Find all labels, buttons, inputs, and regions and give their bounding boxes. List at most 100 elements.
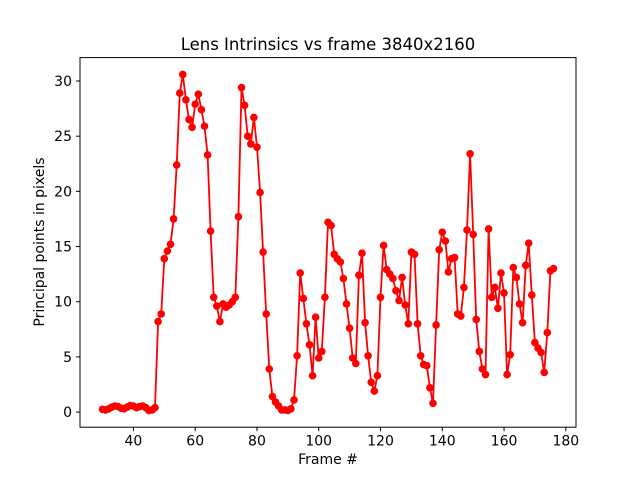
data-point-marker [503,370,511,379]
data-point-marker [463,226,471,234]
y-tick-label: 0 [63,405,72,421]
data-point-marker [521,261,530,270]
data-point-marker [308,371,317,380]
data-point-marker [311,313,320,322]
data-point-marker [342,300,351,308]
data-point-marker [160,254,169,263]
data-point-marker [416,352,425,360]
data-point-marker [151,403,159,412]
data-point-marker [339,274,348,283]
data-point-marker [429,399,437,408]
data-point-marker [216,317,224,326]
data-point-marker [528,291,536,299]
x-tick-label: 160 [491,434,518,450]
data-point-marker [302,320,311,328]
data-point-marker [352,359,360,368]
data-point-marker [481,370,490,379]
data-point-marker [497,269,505,277]
data-point-marker [154,317,162,326]
y-tick-label: 20 [54,184,72,200]
data-point-marker [191,100,199,108]
data-point-marker [500,289,508,297]
data-point-marker [379,241,388,250]
data-point-marker [404,320,413,328]
data-point-marker [231,293,240,302]
data-point-marker [243,132,252,140]
x-tick-label: 140 [429,434,456,450]
data-point-marker [327,221,335,230]
data-point-marker [206,227,215,235]
y-tick-label: 15 [54,240,72,256]
data-point-marker [287,405,295,413]
data-point-marker [194,90,203,98]
data-point-marker [450,253,459,262]
data-point-marker [172,161,181,169]
data-point-marker [318,347,326,356]
x-tick-label: 60 [186,434,204,450]
data-point-marker [256,188,264,197]
data-point-marker [209,293,218,302]
data-point-marker [182,96,190,104]
data-point-marker [398,273,406,282]
data-points [98,70,558,415]
data-point-marker [506,350,514,359]
data-point-marker [438,228,447,236]
y-axis-label: Principal points in pixels [32,157,48,326]
data-point-marker [540,368,548,377]
data-point-marker [237,83,246,92]
data-point-marker [197,105,206,114]
data-point-marker [487,293,496,302]
data-point-marker [203,151,212,159]
y-tick-label: 5 [63,350,72,366]
data-point-marker [179,70,187,79]
x-tick-label: 120 [367,434,394,450]
data-point-marker [460,283,468,292]
data-point-marker [395,296,403,305]
data-point-marker [426,384,434,392]
data-point-marker [389,274,397,283]
x-tick-label: 80 [248,434,266,450]
data-point-marker [376,293,385,302]
data-point-marker [250,113,258,122]
data-point-marker [549,264,558,273]
data-point-marker [475,347,484,356]
data-point-marker [361,318,369,327]
data-point-marker [157,310,165,318]
data-point-marker [314,354,323,362]
data-point-marker [469,230,478,239]
data-point-marker [512,273,521,282]
y-tick-label: 25 [54,129,72,145]
data-point-marker [423,361,431,370]
data-point-marker [457,312,465,320]
data-point-marker [262,310,271,318]
data-point-marker [472,315,481,324]
data-point-marker [373,371,382,380]
data-point-marker [296,269,305,277]
data-point-marker [345,324,354,333]
data-point-marker [166,240,175,249]
data-point-marker [355,271,363,280]
data-point-marker [432,321,440,329]
y-axis-ticks: 0 5 10 15 20 25 30 [54,74,80,421]
data-point-marker [491,283,499,292]
data-point-marker [524,239,533,247]
data-point-marker [413,320,422,328]
data-point-marker [518,318,527,327]
data-point-marker [478,365,487,373]
data-point-marker [484,225,493,233]
data-series [98,70,558,415]
data-point-marker [367,378,376,387]
data-point-marker [364,352,372,360]
data-point-marker [240,101,249,110]
data-point-marker [188,123,196,132]
y-tick-label: 10 [54,295,72,311]
chart-title: Lens Intrinsics vs frame 3840x2160 [181,35,476,54]
data-point-marker [305,341,314,349]
data-point-marker [234,212,243,221]
plot-area: 40 60 80 100 120 140 160 180 0 5 10 15 20 25 30 [54,57,579,450]
data-point-marker [290,396,298,404]
data-point-marker [259,248,267,256]
data-point-marker [247,140,255,148]
